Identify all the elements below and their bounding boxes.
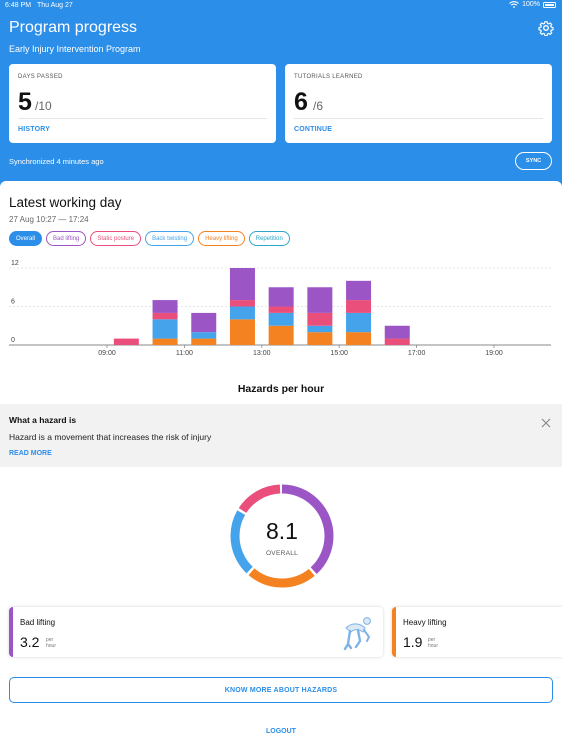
- unit-top: per: [428, 637, 436, 643]
- y-tick-label: 12: [11, 260, 19, 267]
- gear-icon[interactable]: [538, 20, 554, 36]
- hazards-bar-chart: 12 6 0 09:00 11:00 13:00 15:00 17:00 19:00: [9, 260, 551, 357]
- days-passed-label: DAYS PASSED: [18, 74, 63, 80]
- hazard-unit: per hour: [428, 637, 438, 649]
- chart-title: Hazards per hour: [237, 383, 325, 395]
- unit-top: per: [46, 637, 54, 643]
- bar-segment: [384, 338, 410, 345]
- bar-segment: [268, 287, 294, 307]
- bad-lifting-figure-icon: [343, 617, 371, 651]
- filter-chip-back-twisting[interactable]: Back twisting: [145, 231, 195, 246]
- days-passed-card: DAYS PASSED 5 /10 HISTORY: [9, 64, 276, 143]
- bar-segment: [152, 300, 178, 313]
- bar-segment: [191, 312, 217, 333]
- section-title: Latest working day: [9, 195, 122, 210]
- hazard-name: Heavy lifting: [403, 618, 447, 627]
- header: 6:48 PM Thu Aug 27 100% Program progress…: [0, 0, 562, 186]
- overall-value: 8.1: [266, 518, 298, 544]
- filter-chip-repetition[interactable]: Repetition: [248, 231, 290, 246]
- info-text: Hazard is a movement that increases the …: [9, 432, 212, 442]
- bar-segment: [113, 338, 139, 345]
- bar-segment: [307, 287, 333, 313]
- heavy-lifting-card[interactable]: Heavy lifting 1.9 per hour: [392, 607, 562, 657]
- heavy-lifting-color-bar: [392, 607, 396, 657]
- sync-button[interactable]: SYNC: [515, 152, 552, 170]
- hazard-info-panel: What a hazard is Hazard is a movement th…: [0, 404, 562, 467]
- filter-chip-heavy-lifting[interactable]: Heavy lifting: [198, 231, 245, 246]
- x-tick-label: 13:00: [253, 350, 271, 357]
- x-tick-label: 19:00: [485, 350, 503, 357]
- days-passed-value: 5: [18, 88, 32, 116]
- bar-segment: [229, 300, 255, 307]
- filter-chip-bad-lifting[interactable]: Bad lifting: [46, 231, 87, 246]
- close-icon[interactable]: [541, 418, 551, 428]
- bar-segment: [346, 300, 372, 313]
- hazard-value: 1.9: [403, 634, 423, 650]
- card-divider: [294, 118, 543, 119]
- hazard-value: 3.2: [20, 634, 40, 650]
- tutorials-label: TUTORIALS LEARNED: [294, 74, 363, 80]
- battery-percent: 100%: [522, 1, 540, 8]
- bar-segment: [268, 312, 294, 326]
- bar-segment: [268, 325, 294, 345]
- overall-donut: [230, 484, 334, 588]
- bar-segment: [229, 319, 255, 345]
- bar-segment: [268, 306, 294, 313]
- status-right: 100%: [509, 1, 556, 8]
- filter-chip-static-posture[interactable]: Static posture: [90, 231, 142, 246]
- info-heading: What a hazard is: [9, 415, 77, 425]
- status-date: Thu Aug 27: [37, 2, 73, 9]
- bar-segment: [346, 312, 372, 333]
- bar-segment: [307, 312, 333, 326]
- tutorials-total: /6: [313, 99, 324, 113]
- bar-segment: [152, 312, 178, 320]
- bar-segment: [191, 332, 217, 339]
- continue-link[interactable]: CONTINUE: [294, 126, 333, 133]
- program-name: Early Injury Intervention Program: [9, 44, 141, 54]
- hazard-filter-chips: Overall Bad lifting Static posture Back twi…: [9, 231, 290, 246]
- bar-segment: [346, 332, 372, 345]
- time-range: 27 Aug 10:27 — 17:24: [9, 215, 89, 224]
- history-link[interactable]: HISTORY: [18, 126, 51, 133]
- status-bar: 6:48 PM Thu Aug 27 100%: [0, 0, 562, 12]
- hazard-unit: per hour: [46, 637, 56, 649]
- donut-segment: [230, 484, 334, 588]
- x-tick-label: 15:00: [330, 350, 348, 357]
- page-title: Program progress: [9, 19, 138, 36]
- filter-chip-overall[interactable]: Overall: [9, 231, 43, 246]
- sync-status: Synchronized 4 minutes ago: [9, 157, 104, 166]
- tutorials-card: TUTORIALS LEARNED 6 /6 CONTINUE: [285, 64, 552, 143]
- battery-icon: [543, 1, 556, 8]
- card-divider: [18, 118, 267, 119]
- bar-segment: [191, 338, 217, 345]
- read-more-link[interactable]: READ MORE: [9, 450, 52, 457]
- donut-segment: [230, 484, 334, 588]
- donut-segment: [230, 484, 334, 588]
- unit-bottom: hour: [46, 643, 57, 649]
- overall-label: OVERALL: [265, 550, 299, 557]
- status-time: 6:48 PM: [5, 2, 32, 9]
- bar-segment: [152, 319, 178, 339]
- tutorials-value: 6: [294, 88, 308, 116]
- wifi-icon: [509, 1, 519, 8]
- bar-segment: [346, 280, 372, 301]
- bar-segment: [384, 325, 410, 339]
- bad-lifting-card[interactable]: Bad lifting 3.2 per hour: [9, 607, 383, 657]
- days-passed-total: /10: [35, 99, 52, 113]
- x-tick-label: 17:00: [408, 350, 426, 357]
- bar-segment: [229, 268, 255, 301]
- x-tick-label: 11:00: [176, 350, 193, 357]
- bar-segment: [307, 325, 333, 333]
- bar-segment: [229, 306, 255, 320]
- know-more-button[interactable]: KNOW MORE ABOUT HAZARDS: [9, 677, 553, 703]
- bad-lifting-color-bar: [9, 607, 13, 657]
- hazard-name: Bad lifting: [20, 618, 56, 627]
- bar-segment: [152, 338, 178, 345]
- y-tick-label: 0: [11, 337, 15, 344]
- y-tick-label: 6: [11, 299, 15, 306]
- x-tick-label: 09:00: [98, 350, 116, 357]
- unit-bottom: hour: [428, 643, 439, 649]
- bar-segment: [307, 332, 333, 345]
- logout-button[interactable]: LOGOUT: [266, 728, 296, 735]
